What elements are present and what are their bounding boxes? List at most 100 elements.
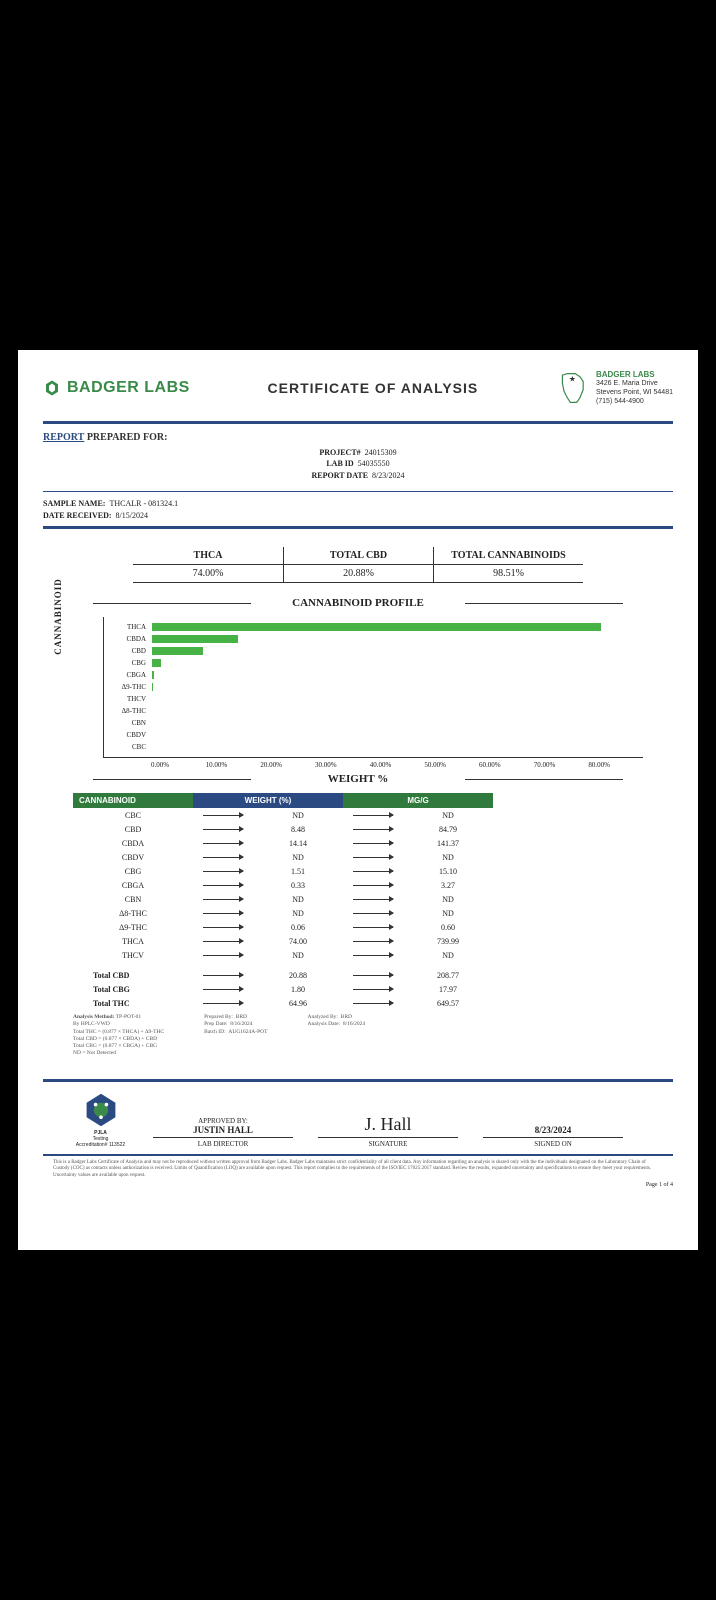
table-row: Total CBG 1.80 17.97 (73, 982, 643, 996)
labid-val: 54035550 (358, 459, 390, 468)
batch-k: Batch ID: (204, 1029, 226, 1035)
table-row: Δ8-THC ND ND (73, 906, 643, 920)
summary-row: THCA74.00%TOTAL CBD20.88%TOTAL CANNABINO… (43, 547, 673, 583)
y-axis-label: CANNABINOID (53, 579, 63, 656)
table-row: Total THC 64.96 649.57 (73, 996, 643, 1010)
table-header: CANNABINOID WEIGHT (%) MG/G (73, 793, 643, 808)
svg-text:★: ★ (569, 375, 576, 384)
td-name: Total CBG (73, 985, 193, 994)
x-tick: 30.00% (315, 761, 370, 769)
td-name: CBG (73, 867, 193, 876)
wisconsin-icon: ★ (556, 370, 588, 406)
td-weight: ND (253, 895, 343, 904)
td-weight: 1.51 (253, 867, 343, 876)
bar-row: THCV (104, 693, 643, 705)
td-mg: ND (403, 811, 493, 820)
prep-v: BRD (236, 1014, 247, 1020)
arrow-icon (343, 829, 403, 830)
summary-key: THCA (133, 547, 283, 565)
bar-row: CBG (104, 657, 643, 669)
table-row: THCV ND ND (73, 948, 643, 962)
report-label-u: REPORT (43, 432, 84, 443)
td-name: THCA (73, 937, 193, 946)
td-mg: 15.10 (403, 867, 493, 876)
arrow-icon (343, 975, 403, 976)
arrow-icon (343, 815, 403, 816)
table-row: CBC ND ND (73, 808, 643, 822)
bar-row: CBN (104, 717, 643, 729)
method-meta: Analysis Method: TP-POT-01 By HPLC-VWD T… (73, 1014, 643, 1057)
bar-label: CBDV (104, 731, 152, 739)
prep-k: Prepared By: (204, 1014, 233, 1020)
sample-name-key: SAMPLE NAME: (43, 499, 105, 508)
certificate-page: BADGER LABS CERTIFICATE OF ANALYSIS ★ BA… (18, 350, 698, 1250)
address-text: BADGER LABS 3426 E. Maria Drive Stevens … (596, 370, 673, 406)
arrow-icon (193, 989, 253, 990)
sample-name-val: THCALR - 081324.1 (109, 499, 178, 508)
summary-val: 20.88% (284, 565, 433, 582)
th-weight: WEIGHT (%) (193, 793, 343, 808)
bar-label: CBGA (104, 671, 152, 679)
td-weight: 64.96 (253, 999, 343, 1008)
address-block: ★ BADGER LABS 3426 E. Maria Drive Steven… (556, 370, 673, 406)
td-mg: ND (403, 853, 493, 862)
td-weight: 0.06 (253, 923, 343, 932)
summary-val: 98.51% (434, 565, 583, 582)
rule (43, 1079, 673, 1082)
sample-recv-key: DATE RECEIVED: (43, 511, 112, 520)
arrow-icon (193, 829, 253, 830)
arrow-icon (343, 857, 403, 858)
andt-k: Analysis Date: (308, 1021, 341, 1027)
signed-date-label: SIGNED ON (483, 1140, 623, 1148)
report-for: REPORT PREPARED FOR: (43, 432, 673, 443)
bar-label: CBG (104, 659, 152, 667)
bar-row: Δ9-THC (104, 681, 643, 693)
arrow-icon (193, 885, 253, 886)
meta-inst: By HPLC-VWD (73, 1021, 164, 1028)
meta-f3: Total CBG = (0.877 × CBGA) + CBG (73, 1043, 164, 1050)
table-row: CBD 8.48 84.79 (73, 822, 643, 836)
arrow-icon (343, 989, 403, 990)
bar (152, 659, 161, 667)
td-mg: ND (403, 951, 493, 960)
bar (152, 671, 154, 679)
anby-v: BRD (341, 1014, 352, 1020)
td-name: CBN (73, 895, 193, 904)
arrow-icon (193, 941, 253, 942)
summary-key: TOTAL CBD (284, 547, 433, 565)
td-weight: 0.33 (253, 881, 343, 890)
chart-title: CANNABINOID PROFILE (43, 597, 673, 609)
x-tick: 70.00% (534, 761, 589, 769)
accred: Accreditation# 113522 (73, 1142, 128, 1148)
arrow-icon (343, 941, 403, 942)
addr-line1: 3426 E. Maria Drive (596, 380, 673, 389)
table-row: CBG 1.51 15.10 (73, 864, 643, 878)
signed-date-cell: 8/23/2024 (483, 1125, 623, 1138)
summary-cell: THCA74.00% (133, 547, 283, 583)
pjla-icon (83, 1092, 119, 1128)
td-weight: 20.88 (253, 971, 343, 980)
td-mg: 17.97 (403, 985, 493, 994)
bar-row: CBGA (104, 669, 643, 681)
td-weight: 14.14 (253, 839, 343, 848)
meta-f2: Total CBD = (0.877 × CBDA) + CBD (73, 1036, 164, 1043)
td-name: CBDA (73, 839, 193, 848)
bar (152, 647, 203, 655)
footer: PJLA Testing Accreditation# 113522 APPRO… (43, 1079, 673, 1179)
table-body: CBC ND NDCBD 8.48 84.79CBDA 14.14 141.37… (73, 808, 643, 962)
method-v: TP-POT-01 (116, 1014, 141, 1020)
arrow-icon (343, 913, 403, 914)
logo-block: BADGER LABS (43, 379, 190, 397)
td-name: CBDV (73, 853, 193, 862)
table-row: CBGA 0.33 3.27 (73, 878, 643, 892)
arrow-icon (343, 885, 403, 886)
table-row: THCA 74.00 739.99 (73, 934, 643, 948)
td-mg: 3.27 (403, 881, 493, 890)
bar-label: THCA (104, 623, 152, 631)
labid-key: LAB ID (326, 459, 353, 468)
arrow-icon (193, 913, 253, 914)
rdate-val: 8/23/2024 (372, 471, 404, 480)
td-name: CBD (73, 825, 193, 834)
meta-f1: Total THC = (0.877 × THCA) + Δ9-THC (73, 1029, 164, 1036)
rule (43, 421, 673, 424)
